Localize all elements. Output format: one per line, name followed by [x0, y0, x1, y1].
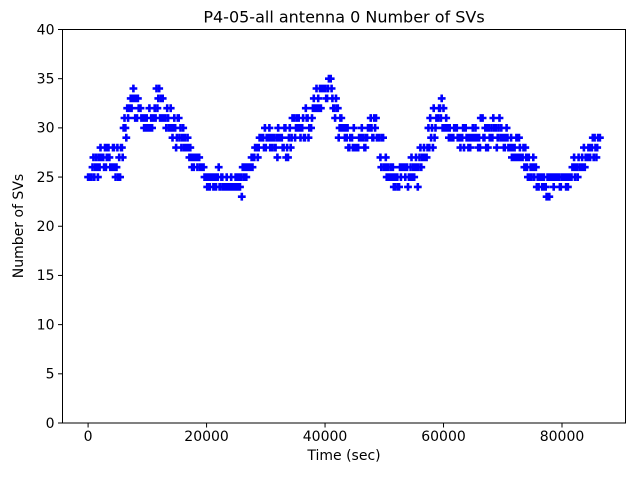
x-tick-labels: 0 20000 40000 60000 80000 — [84, 429, 585, 445]
y-tick-label: 35 — [37, 71, 55, 87]
axes-frame — [62, 29, 626, 424]
x-tick-label: 80000 — [540, 429, 585, 445]
y-tick-label: 25 — [37, 170, 55, 186]
y-tick-label: 15 — [37, 268, 55, 284]
y-tick-labels: 0 5 10 15 20 25 30 35 40 — [37, 22, 55, 432]
y-axis — [58, 29, 63, 424]
y-tick-label: 30 — [37, 121, 55, 137]
y-axis-label: Number of SVs — [11, 173, 27, 279]
chart-title: P4-05-all antenna 0 Number of SVs — [203, 7, 485, 27]
y-tick-label: 10 — [37, 317, 55, 333]
x-tick-label: 60000 — [421, 429, 466, 445]
y-tick-label: 40 — [37, 22, 55, 38]
y-tick-label: 0 — [46, 416, 55, 432]
scatter-markers — [84, 74, 604, 201]
x-axis-label: Time (sec) — [307, 448, 381, 464]
y-tick-label: 5 — [46, 367, 55, 383]
x-tick-label: 40000 — [303, 429, 348, 445]
x-tick-label: 20000 — [184, 429, 229, 445]
x-tick-label: 0 — [84, 429, 93, 445]
y-tick-label: 20 — [37, 219, 55, 235]
x-axis — [87, 423, 563, 428]
